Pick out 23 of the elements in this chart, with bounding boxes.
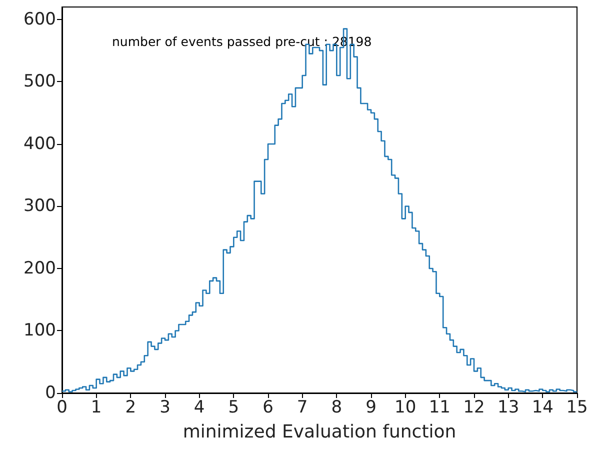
x-tick-label: 5 [228,398,240,418]
y-tick-label: 500 [24,72,56,92]
x-tick-label: 6 [262,398,274,418]
x-tick-label: 13 [498,398,520,418]
x-tick-label: 11 [428,398,450,418]
y-tick-label: 0 [45,383,56,403]
x-tick-label: 10 [394,398,416,418]
x-tick-label: 7 [296,398,308,418]
y-tick-label: 600 [24,9,56,30]
x-tick-label: 2 [125,398,136,418]
y-tick-label: 400 [24,134,56,154]
y-tick-label: 300 [24,196,56,216]
x-tick-label: 15 [566,398,588,418]
y-tick-label: 100 [24,320,56,341]
x-tick-label: 8 [331,398,342,418]
y-tick-label: 200 [24,258,56,278]
x-tick-label: 12 [463,398,485,418]
x-axis-title: minimized Evaluation function [182,422,456,442]
x-tick-label: 4 [194,398,205,418]
x-tick-label: 14 [532,398,554,418]
x-tick-label: 3 [160,398,170,418]
x-tick-label: 9 [366,398,376,418]
x-tick-label: 1 [90,398,102,418]
